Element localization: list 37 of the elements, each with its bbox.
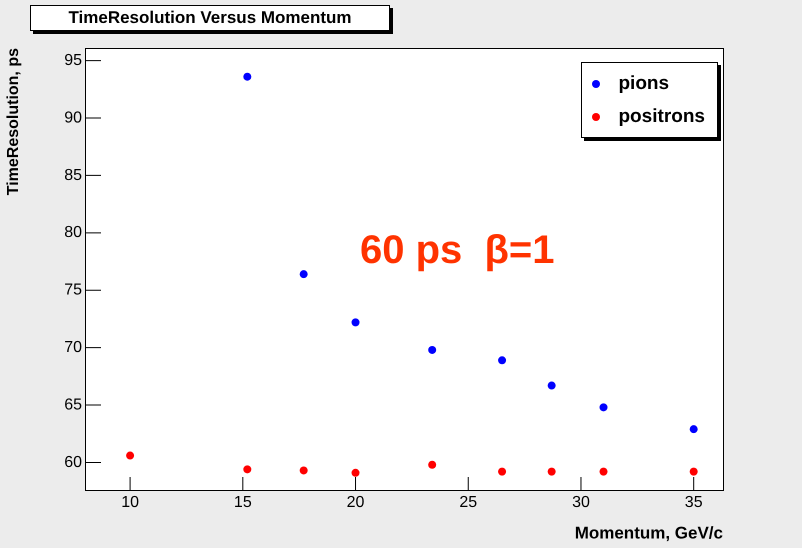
x-tick-label: 15 — [234, 494, 252, 512]
point — [498, 468, 506, 476]
x-tick-label: 30 — [572, 494, 590, 512]
point — [243, 465, 252, 474]
point — [352, 318, 360, 326]
point — [352, 468, 360, 477]
x-tick-label: 25 — [459, 494, 478, 512]
point — [548, 468, 556, 476]
point — [498, 356, 506, 364]
point — [428, 346, 436, 354]
x-tick-label: 20 — [346, 494, 365, 512]
point — [548, 382, 556, 390]
y-tick-label: 70 — [64, 339, 82, 356]
y-tick-label: 85 — [64, 166, 82, 184]
y-axis-title: TimeResolution, ps — [5, 48, 22, 196]
point — [690, 468, 698, 476]
y-tick-label: 60 — [64, 454, 82, 471]
point — [243, 72, 252, 81]
y-tick-label: 95 — [64, 52, 82, 70]
point — [600, 468, 608, 476]
y-tick-label: 80 — [64, 224, 82, 242]
legend-label: pions — [617, 72, 670, 96]
x-tick-label: 10 — [121, 494, 140, 512]
point — [600, 403, 608, 412]
point — [300, 466, 308, 474]
y-tick-label: 90 — [64, 109, 82, 126]
legend-label: positrons — [617, 105, 705, 129]
point — [428, 460, 436, 469]
annotation: 60 ps β=1 — [360, 228, 555, 273]
point — [126, 452, 134, 460]
y-tick-label: 65 — [64, 396, 82, 414]
point — [300, 270, 308, 278]
point — [690, 425, 698, 434]
chart-title: TimeResolution Versus Momentum — [30, 5, 390, 31]
x-axis-title: Momentum, GeV/c — [574, 523, 723, 542]
y-tick-label: 75 — [64, 282, 82, 299]
x-tick-label: 35 — [684, 494, 703, 512]
